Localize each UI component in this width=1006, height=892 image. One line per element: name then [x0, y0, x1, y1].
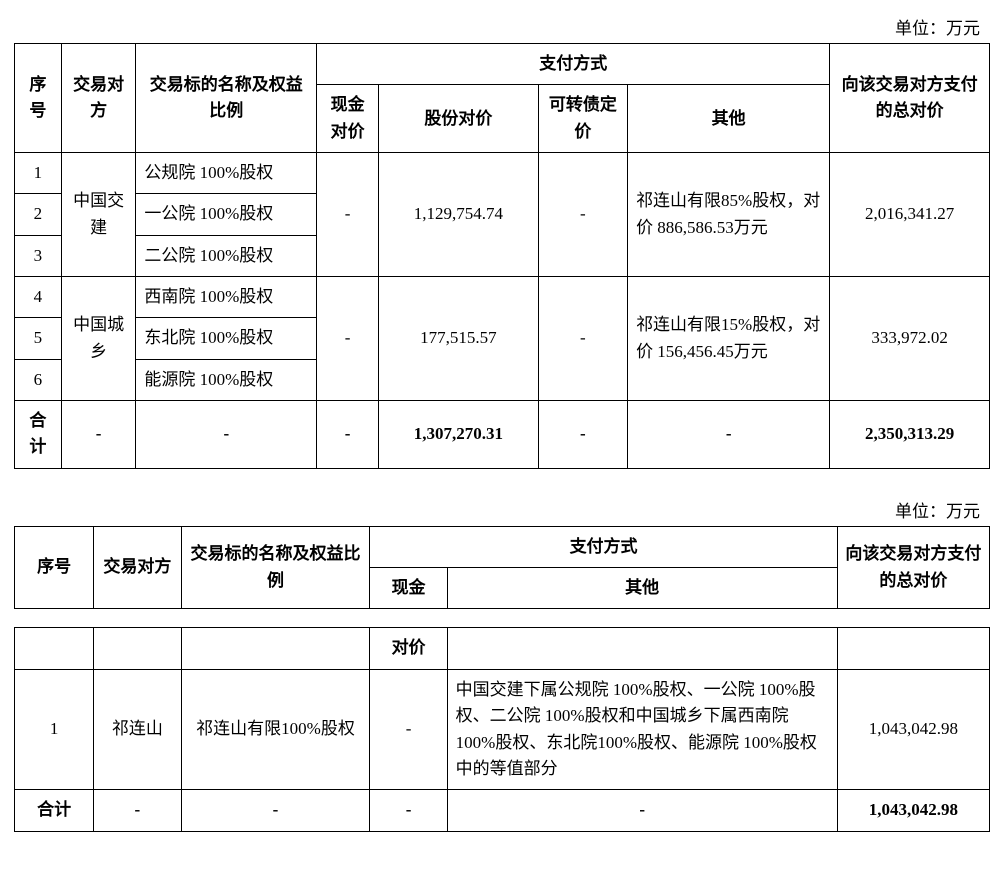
- header-other: 其他: [447, 568, 837, 609]
- table-row: 1 祁连山 祁连山有限100%股权 - 中国交建下属公规院 100%股权、一公院…: [15, 669, 990, 789]
- cell-total-cash: -: [317, 401, 379, 469]
- cell-total-label: 合计: [15, 401, 62, 469]
- cell-total-share: 1,307,270.31: [379, 401, 539, 469]
- cell-target: 公规院 100%股权: [136, 153, 317, 194]
- header-cash2: 对价: [370, 628, 447, 669]
- cell-cash: -: [370, 669, 447, 789]
- header-share: 股份对价: [379, 85, 539, 153]
- header-total: 向该交易对方支付的总对价: [837, 526, 989, 609]
- cell-total-total: 1,043,042.98: [837, 790, 989, 831]
- cell-total-party: -: [94, 790, 181, 831]
- cell-total-target: -: [181, 790, 370, 831]
- cell-share: 177,515.57: [379, 277, 539, 401]
- cell-target: 能源院 100%股权: [136, 359, 317, 400]
- cell-conv: -: [538, 277, 627, 401]
- table-row: 对价: [15, 628, 990, 669]
- cell-empty: [181, 628, 370, 669]
- table-1: 序号 交易对方 交易标的名称及权益比例 支付方式 向该交易对方支付的总对价 现金…: [14, 43, 990, 469]
- cell-target: 一公院 100%股权: [136, 194, 317, 235]
- cell-total-cash: -: [370, 790, 447, 831]
- cell-total-other: -: [628, 401, 830, 469]
- header-conv: 可转债定价: [538, 85, 627, 153]
- cell-cash: -: [317, 153, 379, 277]
- cell-seq: 6: [15, 359, 62, 400]
- cell-seq: 3: [15, 235, 62, 276]
- table-total-row: 合计 - - - 1,307,270.31 - - 2,350,313.29: [15, 401, 990, 469]
- table-row: 4 中国城乡 西南院 100%股权 - 177,515.57 - 祁连山有限15…: [15, 277, 990, 318]
- table-row: 1 中国交建 公规院 100%股权 - 1,129,754.74 - 祁连山有限…: [15, 153, 990, 194]
- cell-total: 1,043,042.98: [837, 669, 989, 789]
- cell-total-total: 2,350,313.29: [830, 401, 990, 469]
- cell-total-other: -: [447, 790, 837, 831]
- cell-total-target: -: [136, 401, 317, 469]
- cell-total-label: 合计: [15, 790, 94, 831]
- header-target: 交易标的名称及权益比例: [181, 526, 370, 609]
- cell-other: 中国交建下属公规院 100%股权、一公院 100%股权、二公院 100%股权和中…: [447, 669, 837, 789]
- header-cash: 现金: [370, 568, 447, 609]
- table-total-row: 合计 - - - - 1,043,042.98: [15, 790, 990, 831]
- header-seq: 序号: [15, 526, 94, 609]
- cell-empty: [94, 628, 181, 669]
- header-target: 交易标的名称及权益比例: [136, 44, 317, 153]
- cell-target: 西南院 100%股权: [136, 277, 317, 318]
- cell-empty: [15, 628, 94, 669]
- cell-cash: -: [317, 277, 379, 401]
- cell-seq: 2: [15, 194, 62, 235]
- cell-party: 祁连山: [94, 669, 181, 789]
- cell-conv: -: [538, 153, 627, 277]
- header-party: 交易对方: [94, 526, 181, 609]
- cell-party: 中国城乡: [61, 277, 136, 401]
- header-pay-method: 支付方式: [317, 44, 830, 85]
- cell-total-conv: -: [538, 401, 627, 469]
- cell-other: 祁连山有限15%股权，对价 156,456.45万元: [628, 277, 830, 401]
- cell-party: 中国交建: [61, 153, 136, 277]
- cell-empty: [837, 628, 989, 669]
- unit-label-2: 单位：万元: [14, 497, 990, 522]
- header-total: 向该交易对方支付的总对价: [830, 44, 990, 153]
- cell-target: 祁连山有限100%股权: [181, 669, 370, 789]
- table-2-header: 序号 交易对方 交易标的名称及权益比例 支付方式 向该交易对方支付的总对价 现金…: [14, 526, 990, 610]
- cell-share: 1,129,754.74: [379, 153, 539, 277]
- cell-total-party: -: [61, 401, 136, 469]
- cell-target: 东北院 100%股权: [136, 318, 317, 359]
- cell-empty: [447, 628, 837, 669]
- header-pay-method: 支付方式: [370, 526, 837, 567]
- unit-label-1: 单位：万元: [14, 14, 990, 39]
- cell-total: 2,016,341.27: [830, 153, 990, 277]
- header-other: 其他: [628, 85, 830, 153]
- cell-seq: 1: [15, 153, 62, 194]
- cell-seq: 5: [15, 318, 62, 359]
- header-seq: 序号: [15, 44, 62, 153]
- header-cash: 现金对价: [317, 85, 379, 153]
- table-header-row: 序号 交易对方 交易标的名称及权益比例 支付方式 向该交易对方支付的总对价: [15, 44, 990, 85]
- cell-seq: 4: [15, 277, 62, 318]
- table-header-row: 序号 交易对方 交易标的名称及权益比例 支付方式 向该交易对方支付的总对价: [15, 526, 990, 567]
- cell-target: 二公院 100%股权: [136, 235, 317, 276]
- header-party: 交易对方: [61, 44, 136, 153]
- cell-total: 333,972.02: [830, 277, 990, 401]
- cell-other: 祁连山有限85%股权，对价 886,586.53万元: [628, 153, 830, 277]
- cell-seq: 1: [15, 669, 94, 789]
- table-2-body: 对价 1 祁连山 祁连山有限100%股权 - 中国交建下属公规院 100%股权、…: [14, 627, 990, 831]
